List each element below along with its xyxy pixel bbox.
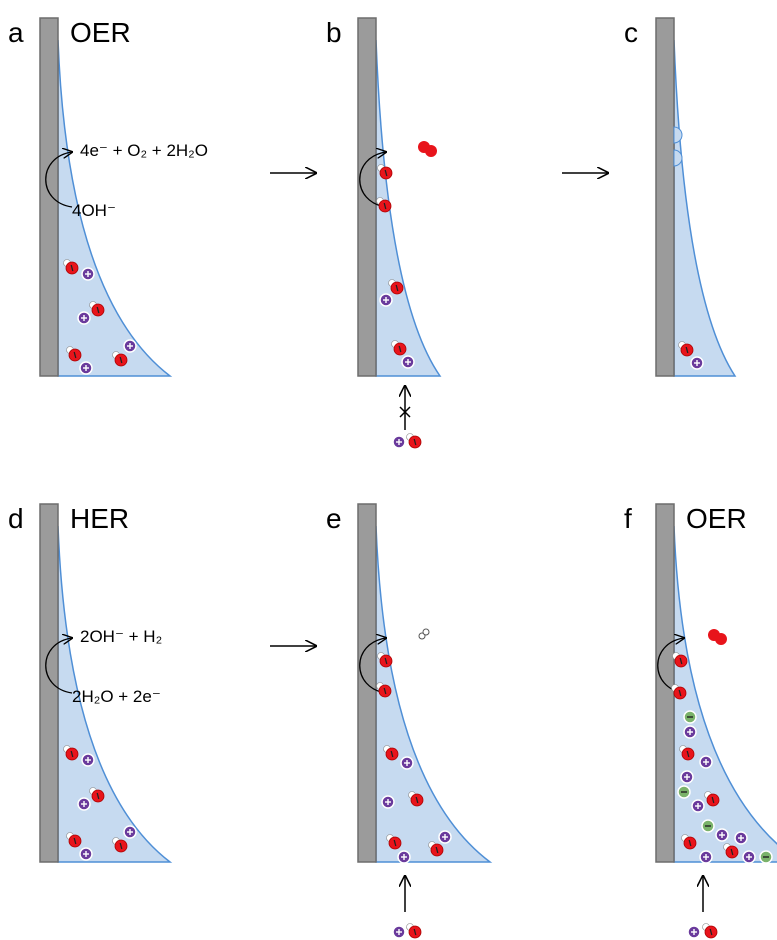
panel-label: c bbox=[624, 17, 638, 48]
charge bbox=[73, 351, 77, 359]
equation: 4e⁻ + O₂ + 2H₂O bbox=[80, 141, 208, 160]
oxygen bbox=[425, 145, 437, 157]
electrolyte bbox=[57, 39, 173, 377]
panel-label: b bbox=[326, 17, 342, 48]
curved-arrow bbox=[359, 152, 386, 208]
panel-title: OER bbox=[70, 17, 131, 48]
panel-label: a bbox=[8, 17, 24, 48]
charge bbox=[398, 345, 402, 353]
charge bbox=[686, 750, 690, 758]
electrode bbox=[39, 17, 59, 377]
charge bbox=[70, 264, 74, 272]
curved-arrow bbox=[45, 638, 72, 694]
curved-arrow bbox=[45, 152, 72, 208]
charge bbox=[395, 284, 399, 292]
charge bbox=[96, 792, 100, 800]
equation: 2OH⁻ + H₂ bbox=[80, 627, 162, 646]
charge bbox=[119, 356, 123, 364]
charge bbox=[384, 169, 388, 177]
charge bbox=[393, 839, 397, 847]
bubble bbox=[673, 149, 683, 167]
bubble bbox=[673, 126, 683, 144]
charge bbox=[119, 842, 123, 850]
charge bbox=[685, 346, 689, 354]
charge bbox=[679, 657, 683, 665]
charge bbox=[383, 202, 387, 210]
charge bbox=[96, 306, 100, 314]
curved-arrow bbox=[359, 638, 386, 694]
charge bbox=[688, 839, 692, 847]
panel-label: f bbox=[624, 503, 632, 534]
hydrogen bbox=[418, 632, 426, 640]
electrolyte bbox=[375, 525, 493, 863]
electrode bbox=[39, 503, 59, 863]
charge bbox=[435, 846, 439, 854]
electrolyte bbox=[673, 525, 777, 863]
charge bbox=[709, 928, 713, 936]
panel-label: d bbox=[8, 503, 24, 534]
panel-title: OER bbox=[686, 503, 747, 534]
panel-label: e bbox=[326, 503, 342, 534]
electrolyte bbox=[673, 39, 737, 377]
oxygen bbox=[715, 633, 727, 645]
charge bbox=[730, 848, 734, 856]
electrolyte bbox=[57, 525, 173, 863]
hydrogen bbox=[422, 628, 430, 636]
charge bbox=[711, 796, 715, 804]
charge bbox=[413, 438, 417, 446]
electrode bbox=[655, 17, 675, 377]
block-mark bbox=[399, 406, 411, 418]
charge bbox=[70, 750, 74, 758]
charge bbox=[390, 750, 394, 758]
equation: 2H₂O + 2e⁻ bbox=[72, 687, 161, 706]
charge bbox=[413, 928, 417, 936]
charge bbox=[73, 837, 77, 845]
panel-title: HER bbox=[70, 503, 129, 534]
equation: 4OH⁻ bbox=[72, 201, 116, 220]
electrolyte bbox=[375, 39, 442, 377]
charge bbox=[678, 689, 682, 697]
charge bbox=[415, 796, 419, 804]
charge bbox=[384, 657, 388, 665]
charge bbox=[383, 687, 387, 695]
